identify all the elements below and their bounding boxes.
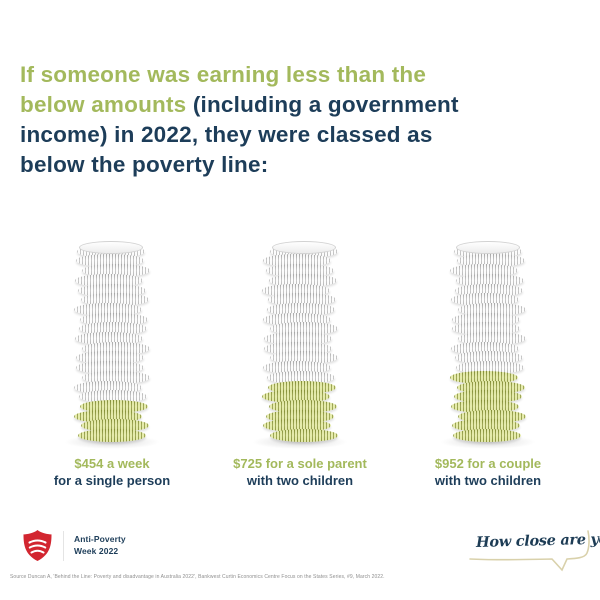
speech-bubble-outline-icon — [469, 530, 590, 572]
campaign-line1: Anti-Poverty — [74, 534, 126, 544]
coin-stack — [206, 240, 394, 449]
headline-line: income) in 2022, they were classed as — [20, 120, 490, 150]
footer-divider — [63, 530, 64, 561]
silver-coin — [267, 370, 335, 384]
coin-stack — [18, 240, 206, 449]
coin-stack-couple: $952 for a couple with two children — [394, 240, 582, 490]
tagline-bubble: How close are you? — [466, 528, 600, 576]
amount-label: $454 a week — [74, 456, 150, 471]
silver-coin — [456, 273, 524, 287]
headline-line: below amounts (including a government — [20, 90, 490, 120]
headline-navy-text: below the poverty line: — [20, 152, 269, 177]
silver-coin — [75, 273, 143, 287]
coin-stack-single-person: $454 a week for a single person — [18, 240, 206, 490]
coin-stack-sole-parent: $725 for a sole parent with two children — [206, 240, 394, 490]
headline-navy-text: (including a government — [192, 92, 459, 117]
campaign-name: Anti-Poverty Week 2022 — [74, 534, 126, 557]
headline-line: If someone was earning less than the — [20, 60, 490, 90]
source-citation: Source Duncan A, 'Behind the Line: Pover… — [10, 574, 385, 580]
headline-green-text: If someone was earning less than the — [20, 62, 427, 87]
green-coin — [78, 429, 146, 442]
amount-label: $952 for a couple — [434, 456, 542, 471]
headline: If someone was earning less than the bel… — [20, 60, 490, 180]
green-coin — [270, 429, 338, 442]
coin-stack — [394, 240, 582, 449]
tagline-text: How close are you? — [475, 530, 600, 551]
footer-branding: Anti-Poverty Week 2022 — [22, 529, 126, 562]
headline-navy-text: income) in 2022, they were classed as — [20, 122, 433, 147]
description-label: with two children — [246, 473, 354, 488]
amount-label: $725 for a sole parent — [233, 456, 367, 471]
headline-green-text: below amounts — [20, 92, 193, 117]
salvation-army-shield-icon — [23, 530, 52, 561]
campaign-line2: Week 2022 — [74, 545, 119, 556]
green-coin — [453, 429, 521, 442]
headline-line: below the poverty line: — [20, 150, 490, 180]
silver-coin — [264, 332, 332, 345]
coin-stacks-section: $454 a week for a single person $725 for… — [18, 240, 582, 490]
description-label: for a single person — [53, 473, 171, 488]
description-label: with two children — [434, 473, 542, 488]
